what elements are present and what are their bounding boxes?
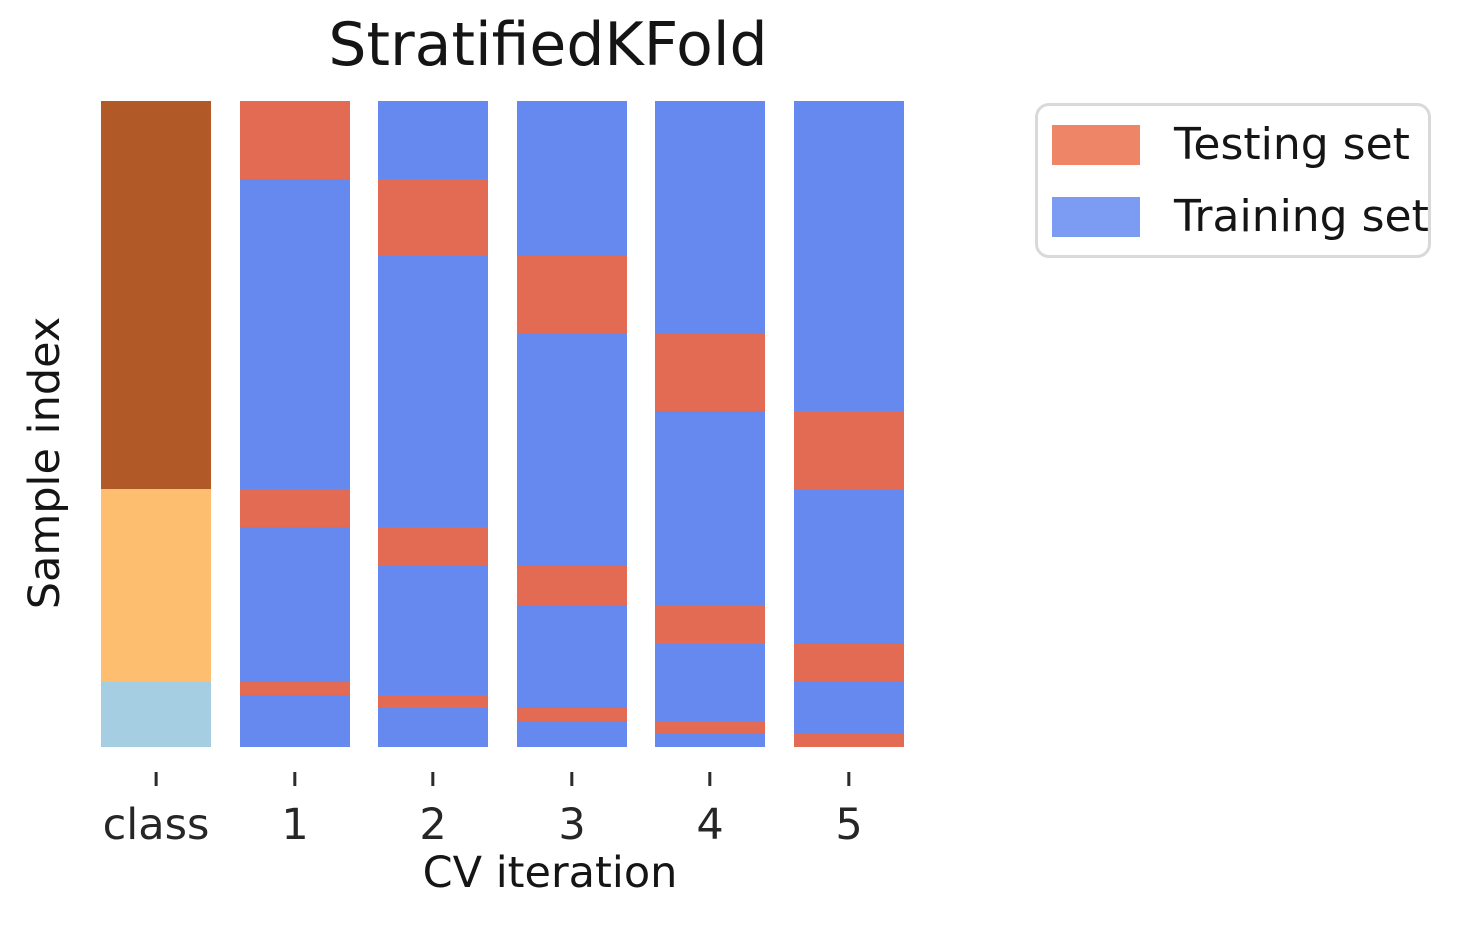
tick-mark xyxy=(708,772,712,786)
test-set-segment xyxy=(240,101,350,179)
tick-mark xyxy=(154,772,158,786)
class-1-segment xyxy=(101,488,211,683)
column-2 xyxy=(378,101,488,747)
plot-area xyxy=(101,101,905,747)
train-set-segment xyxy=(240,527,350,683)
tick-mark xyxy=(570,772,574,786)
x-tick-4: 4 xyxy=(696,772,724,850)
train-set-segment xyxy=(655,643,765,722)
test-set-segment xyxy=(655,333,765,412)
test-set-segment xyxy=(655,604,765,644)
tick-label: 4 xyxy=(696,800,724,850)
tick-mark xyxy=(847,772,851,786)
test-set-segment xyxy=(655,721,765,735)
train-set-segment xyxy=(517,333,627,567)
train-set-segment xyxy=(378,256,488,528)
test-set-segment xyxy=(517,566,627,605)
train-set-segment xyxy=(517,604,627,709)
x-tick-3: 3 xyxy=(558,772,586,850)
tick-label: class xyxy=(102,800,210,850)
column-1 xyxy=(240,101,350,747)
train-set-segment xyxy=(240,695,350,747)
tick-label: 2 xyxy=(419,800,447,850)
train-set-segment xyxy=(517,721,627,747)
x-tick-class: class xyxy=(102,772,210,850)
tick-mark xyxy=(293,772,297,786)
tick-label: 1 xyxy=(281,800,309,850)
test-set-segment xyxy=(378,178,488,257)
tick-label: 5 xyxy=(835,800,863,850)
legend-label: Testing set xyxy=(1174,119,1410,170)
column-3 xyxy=(517,101,627,747)
train-set-segment xyxy=(794,488,904,644)
test-swatch xyxy=(1052,124,1140,165)
tick-mark xyxy=(431,772,435,786)
train-set-segment xyxy=(378,566,488,696)
train-set-segment xyxy=(655,411,765,605)
column-5 xyxy=(794,101,904,747)
legend-item-train: Training set xyxy=(1052,191,1429,242)
tick-label: 3 xyxy=(558,800,586,850)
x-tick-5: 5 xyxy=(835,772,863,850)
x-tick-1: 1 xyxy=(281,772,309,850)
legend-item-test: Testing set xyxy=(1052,119,1412,170)
test-set-segment xyxy=(517,708,627,722)
column-4 xyxy=(655,101,765,747)
train-set-segment xyxy=(794,101,904,412)
train-set-segment xyxy=(655,101,765,334)
train-set-segment xyxy=(655,734,765,747)
x-axis-label: CV iteration xyxy=(422,848,678,898)
legend: Testing set Training set xyxy=(1035,103,1431,258)
test-set-segment xyxy=(794,411,904,489)
column-class xyxy=(101,101,211,747)
train-set-segment xyxy=(794,682,904,735)
test-set-segment xyxy=(240,682,350,696)
train-set-segment xyxy=(378,101,488,179)
test-set-segment xyxy=(517,256,627,334)
test-set-segment xyxy=(378,695,488,709)
test-set-segment xyxy=(794,734,904,747)
class-2-segment xyxy=(101,101,211,489)
chart-title: StratifiedKFold xyxy=(328,10,768,80)
class-0-segment xyxy=(101,682,211,747)
x-tick-2: 2 xyxy=(419,772,447,850)
train-swatch xyxy=(1052,196,1140,237)
train-set-segment xyxy=(517,101,627,257)
y-axis-label: Sample index xyxy=(20,316,70,610)
test-set-segment xyxy=(240,488,350,528)
legend-label: Training set xyxy=(1174,191,1429,242)
test-set-segment xyxy=(378,527,488,567)
train-set-segment xyxy=(240,178,350,489)
x-axis-ticks: class 1 2 3 4 5 xyxy=(101,772,905,852)
train-set-segment xyxy=(378,708,488,747)
test-set-segment xyxy=(794,643,904,683)
